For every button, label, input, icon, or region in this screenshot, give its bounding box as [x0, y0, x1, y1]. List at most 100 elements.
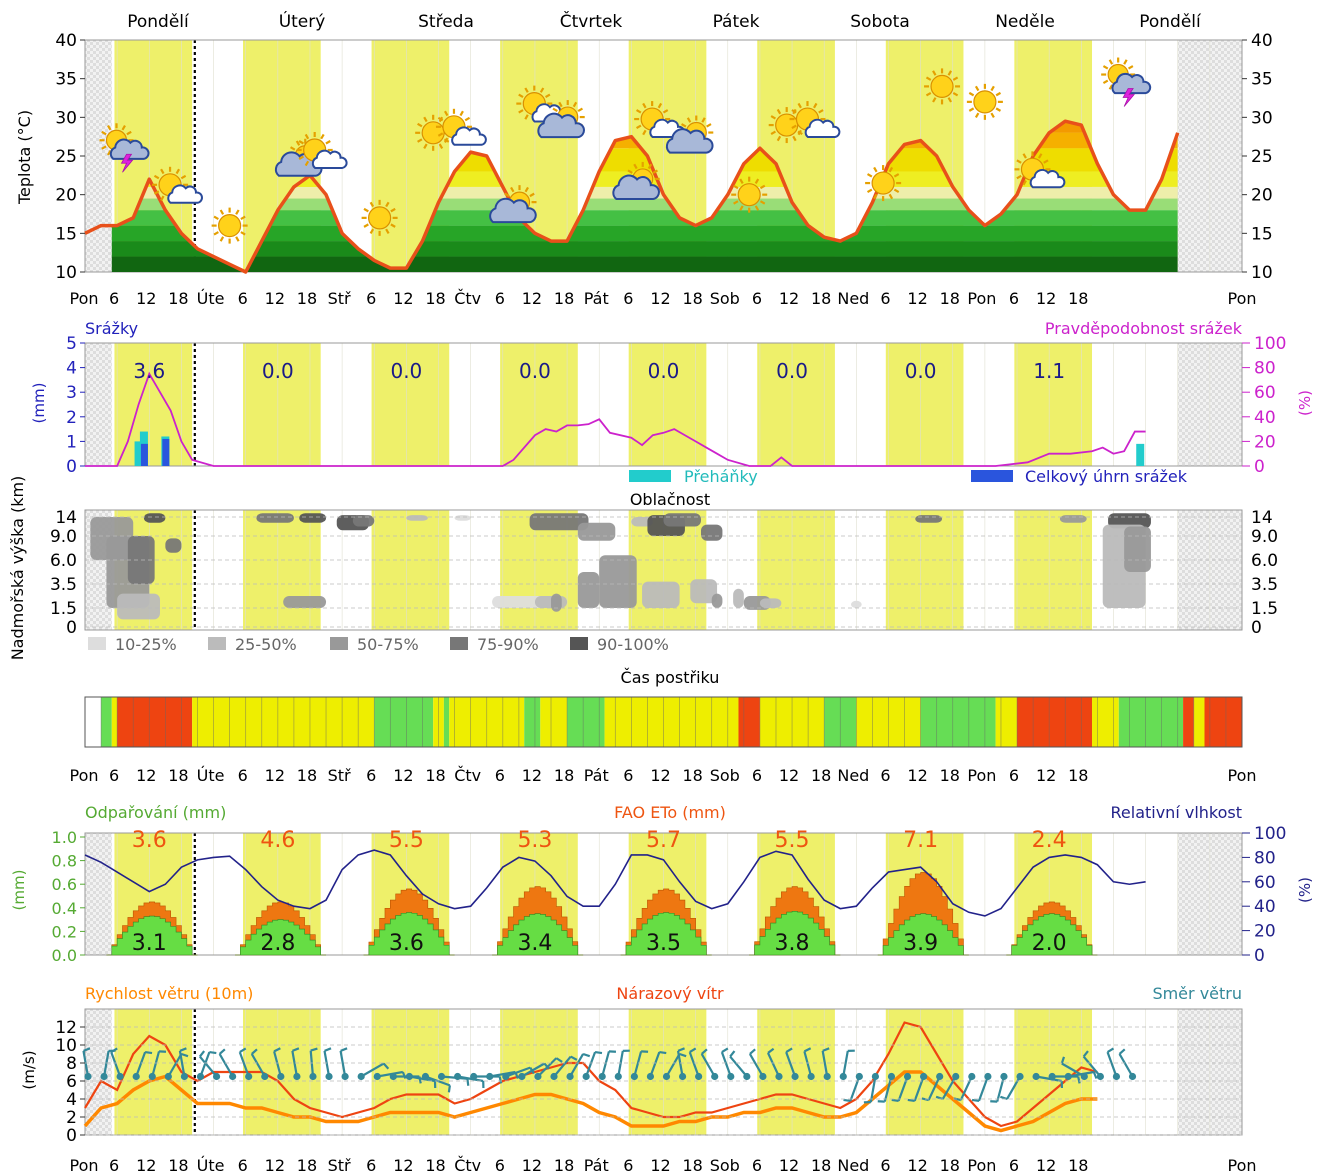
spray-title: Čas postřiku — [621, 668, 720, 687]
barb-flag — [767, 1047, 775, 1054]
barb-dot — [470, 1072, 478, 1081]
wind-direction-barb — [676, 1047, 687, 1081]
ytick-label: 15 — [55, 224, 77, 244]
hour-tick-label: 18 — [1068, 766, 1088, 785]
barb-flag — [1092, 1071, 1098, 1079]
hour-tick-label: Úte — [197, 766, 225, 785]
ytick-label: 3.5 — [50, 575, 77, 595]
barb-shaft — [291, 1050, 298, 1077]
evaporation-area — [363, 912, 455, 956]
sun-ray — [545, 93, 551, 99]
hour-axis: Pon 6 12 18 Úte 6 12 18 Stř 6 12 18 Čtv 6 12 18 Pát 6 12 18… — [69, 766, 1256, 785]
hour-tick-label: 12 — [907, 766, 927, 785]
ytick-label: 14 — [55, 508, 77, 528]
barb-flag — [447, 1085, 451, 1093]
sun-ray — [633, 163, 638, 170]
hour-tick-label: Pon — [69, 289, 98, 308]
hour-tick-label: 6 — [109, 1156, 119, 1175]
sun-ray — [304, 133, 310, 140]
hour-tick-label: 12 — [265, 1156, 285, 1175]
barb-flag — [239, 1047, 247, 1054]
sun-ray — [298, 155, 304, 160]
cloud-cover-cell — [117, 593, 160, 620]
hatched-past — [85, 40, 112, 272]
sun-disc — [421, 121, 445, 145]
barb-shaft — [569, 1053, 585, 1078]
cloud-cover-cell — [165, 538, 182, 553]
hour-tick-label: 6 — [238, 289, 248, 308]
ytick-label-right: 14 — [1251, 508, 1273, 528]
daily-precip-total: 3.6 — [133, 359, 165, 383]
barb-shaft — [199, 1055, 218, 1078]
sun-ray — [529, 192, 535, 198]
barb-dot — [196, 1072, 205, 1081]
barb-flag — [749, 1048, 756, 1055]
barb-dot — [823, 1072, 831, 1081]
barb-shaft — [178, 1050, 186, 1077]
barb-flag — [785, 1047, 793, 1054]
barb-flag — [218, 1048, 226, 1055]
barb-shaft — [720, 1051, 732, 1077]
barb-flag — [324, 1047, 332, 1052]
barb-flag — [181, 1052, 189, 1058]
barb-flag — [700, 1048, 708, 1055]
evap-ylabel: (mm) — [10, 870, 28, 911]
sun-ray — [369, 201, 375, 208]
cloud-legend: 10-25% 25-50% 50-75% 75-90% 90-100% — [88, 635, 669, 654]
cloud-cover-cell — [454, 515, 471, 521]
barb-shaft — [505, 1066, 531, 1078]
sun-ray — [417, 138, 423, 143]
barb-shaft — [360, 1062, 385, 1078]
sun-ray — [1022, 153, 1027, 159]
hour-tick-label: 6 — [366, 289, 376, 308]
sun-ray — [759, 184, 766, 190]
wind-direction-barb — [164, 1052, 189, 1081]
ytick-label-right: 40 — [1251, 31, 1273, 51]
sun-disc — [737, 183, 761, 207]
wind-direction-barb — [534, 1057, 563, 1081]
barb-flag — [310, 1047, 318, 1052]
barb-shaft — [803, 1051, 813, 1077]
wind-direction-barb — [907, 1072, 928, 1103]
sun-ray — [1038, 153, 1043, 159]
barb-dot — [180, 1072, 189, 1081]
ytick-label: 0.6 — [52, 875, 77, 894]
legend-total-swatch — [971, 470, 1013, 482]
wind-direction-barb — [971, 1072, 992, 1103]
day-label: Úterý — [279, 10, 326, 32]
evaporation-panel: Odpařování (mm) FAO ETo (mm) Relativní v… — [10, 803, 1314, 966]
hour-tick-label: 18 — [811, 766, 831, 785]
temp-band — [111, 256, 1178, 272]
sun-ray — [932, 70, 937, 76]
ytick-label: 0 — [66, 618, 77, 638]
sun-ray — [126, 130, 132, 136]
temp-band — [111, 198, 1178, 211]
lightning-bolt — [120, 153, 134, 173]
spray-segment — [443, 697, 450, 747]
spray-segment — [604, 697, 739, 747]
sun-ray — [325, 140, 331, 145]
day-label: Čtvrtek — [560, 10, 623, 32]
daily-precip-total: 0.0 — [776, 359, 808, 383]
sunny-icon — [966, 83, 1003, 120]
hour-tick-label: Čtv — [454, 1156, 481, 1175]
cloud-cover-cell — [663, 513, 701, 527]
sun-ray — [153, 174, 160, 180]
hour-tick-label: 6 — [238, 766, 248, 785]
hour-tick-label: 18 — [811, 289, 831, 308]
hour-tick-label: 6 — [495, 1156, 505, 1175]
barb-flag — [570, 1055, 578, 1061]
hour-tick-label: Stř — [328, 766, 351, 785]
barb-flag — [822, 1047, 830, 1052]
cloud-cover-cell — [690, 579, 718, 604]
cloud-shape — [537, 112, 585, 139]
sun-ray — [1123, 59, 1128, 65]
sun-ray — [213, 231, 219, 236]
evaporation-area — [234, 919, 327, 956]
sunny-icon — [924, 68, 961, 105]
cloudy-sun-icon — [537, 100, 585, 139]
plot-frame — [84, 342, 1243, 467]
sun-ray — [390, 207, 396, 213]
hour-tick-label: 12 — [136, 1156, 156, 1175]
daily-evap-total: 3.8 — [775, 931, 810, 956]
